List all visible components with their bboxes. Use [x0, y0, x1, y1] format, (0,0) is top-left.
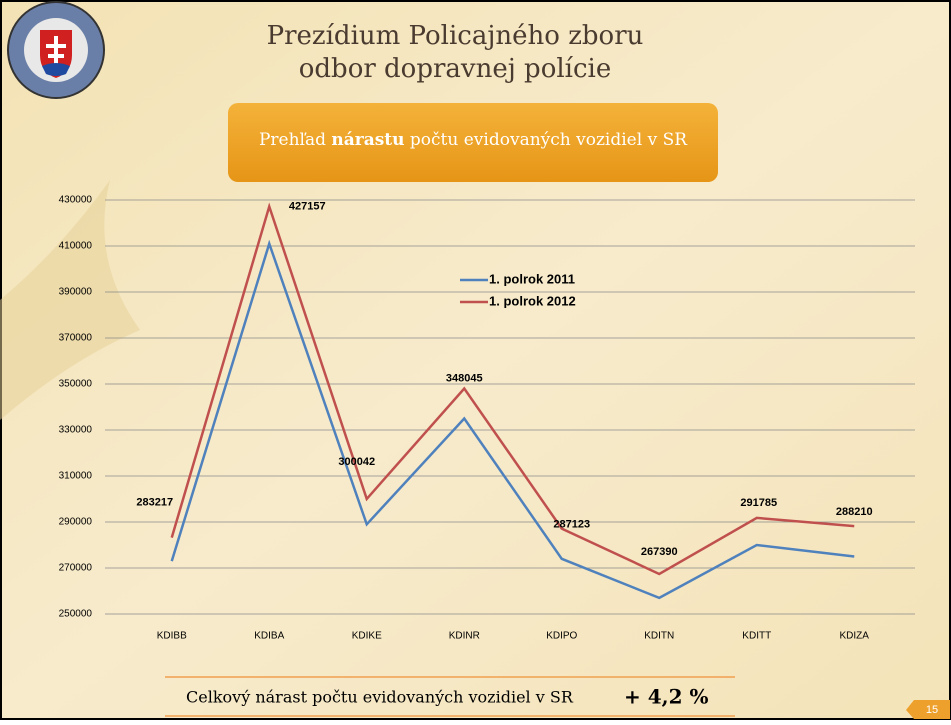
- data-label: 288210: [836, 506, 873, 518]
- y-tick-label: 250000: [59, 609, 93, 620]
- footer-text: Celkový nárast počtu evidovaných vozidie…: [186, 688, 574, 707]
- x-tick-label: KDIKE: [352, 631, 382, 642]
- x-tick-label: KDIPO: [546, 631, 577, 642]
- page-number: 15: [926, 704, 938, 716]
- data-label: 300042: [338, 456, 375, 468]
- y-tick-label: 410000: [59, 241, 93, 252]
- banner-text: Prehľad nárastu počtu evidovaných vozidi…: [259, 130, 688, 150]
- y-tick-label: 430000: [59, 195, 93, 206]
- x-tick-label: KDIBA: [254, 631, 284, 642]
- y-tick-label: 290000: [59, 517, 93, 528]
- series-line: [170, 202, 855, 576]
- data-label: 287123: [553, 519, 590, 531]
- data-label: 348045: [446, 372, 483, 384]
- y-tick-label: 270000: [59, 563, 93, 574]
- x-tick-label: KDIZA: [840, 631, 870, 642]
- y-tick-label: 350000: [59, 379, 93, 390]
- data-label: 427157: [289, 200, 326, 212]
- y-tick-label: 370000: [59, 333, 93, 344]
- legend-label: 1. polrok 2011: [489, 271, 575, 286]
- banner-text-part: počtu evidovaných vozidiel v SR: [405, 130, 689, 150]
- banner-text-part: Prehľad: [259, 130, 331, 150]
- title-line: odbor dopravnej polície: [299, 54, 612, 84]
- x-tick-label: KDITN: [644, 631, 674, 642]
- y-tick-label: 390000: [59, 287, 93, 298]
- data-label: 283217: [136, 497, 173, 509]
- y-tick-label: 310000: [59, 471, 93, 482]
- banner-box: [228, 103, 718, 182]
- logo: [7, 1, 105, 99]
- legend-label: 1. polrok 2012: [489, 293, 576, 308]
- x-tick-label: KDIBB: [157, 631, 187, 642]
- y-tick-label: 330000: [59, 425, 93, 436]
- data-label: 267390: [641, 546, 678, 558]
- x-tick-label: KDINR: [449, 631, 480, 642]
- page-tab: [906, 700, 950, 719]
- data-label: 291785: [740, 497, 777, 509]
- x-tick-label: KDITT: [742, 631, 771, 642]
- banner-text-bold: nárastu: [331, 130, 404, 150]
- title-line: Prezídium Policajného zboru: [267, 21, 644, 51]
- tree-decoration: [0, 180, 140, 420]
- series-line: [170, 239, 855, 600]
- footer-value: + 4,2 %: [624, 685, 708, 709]
